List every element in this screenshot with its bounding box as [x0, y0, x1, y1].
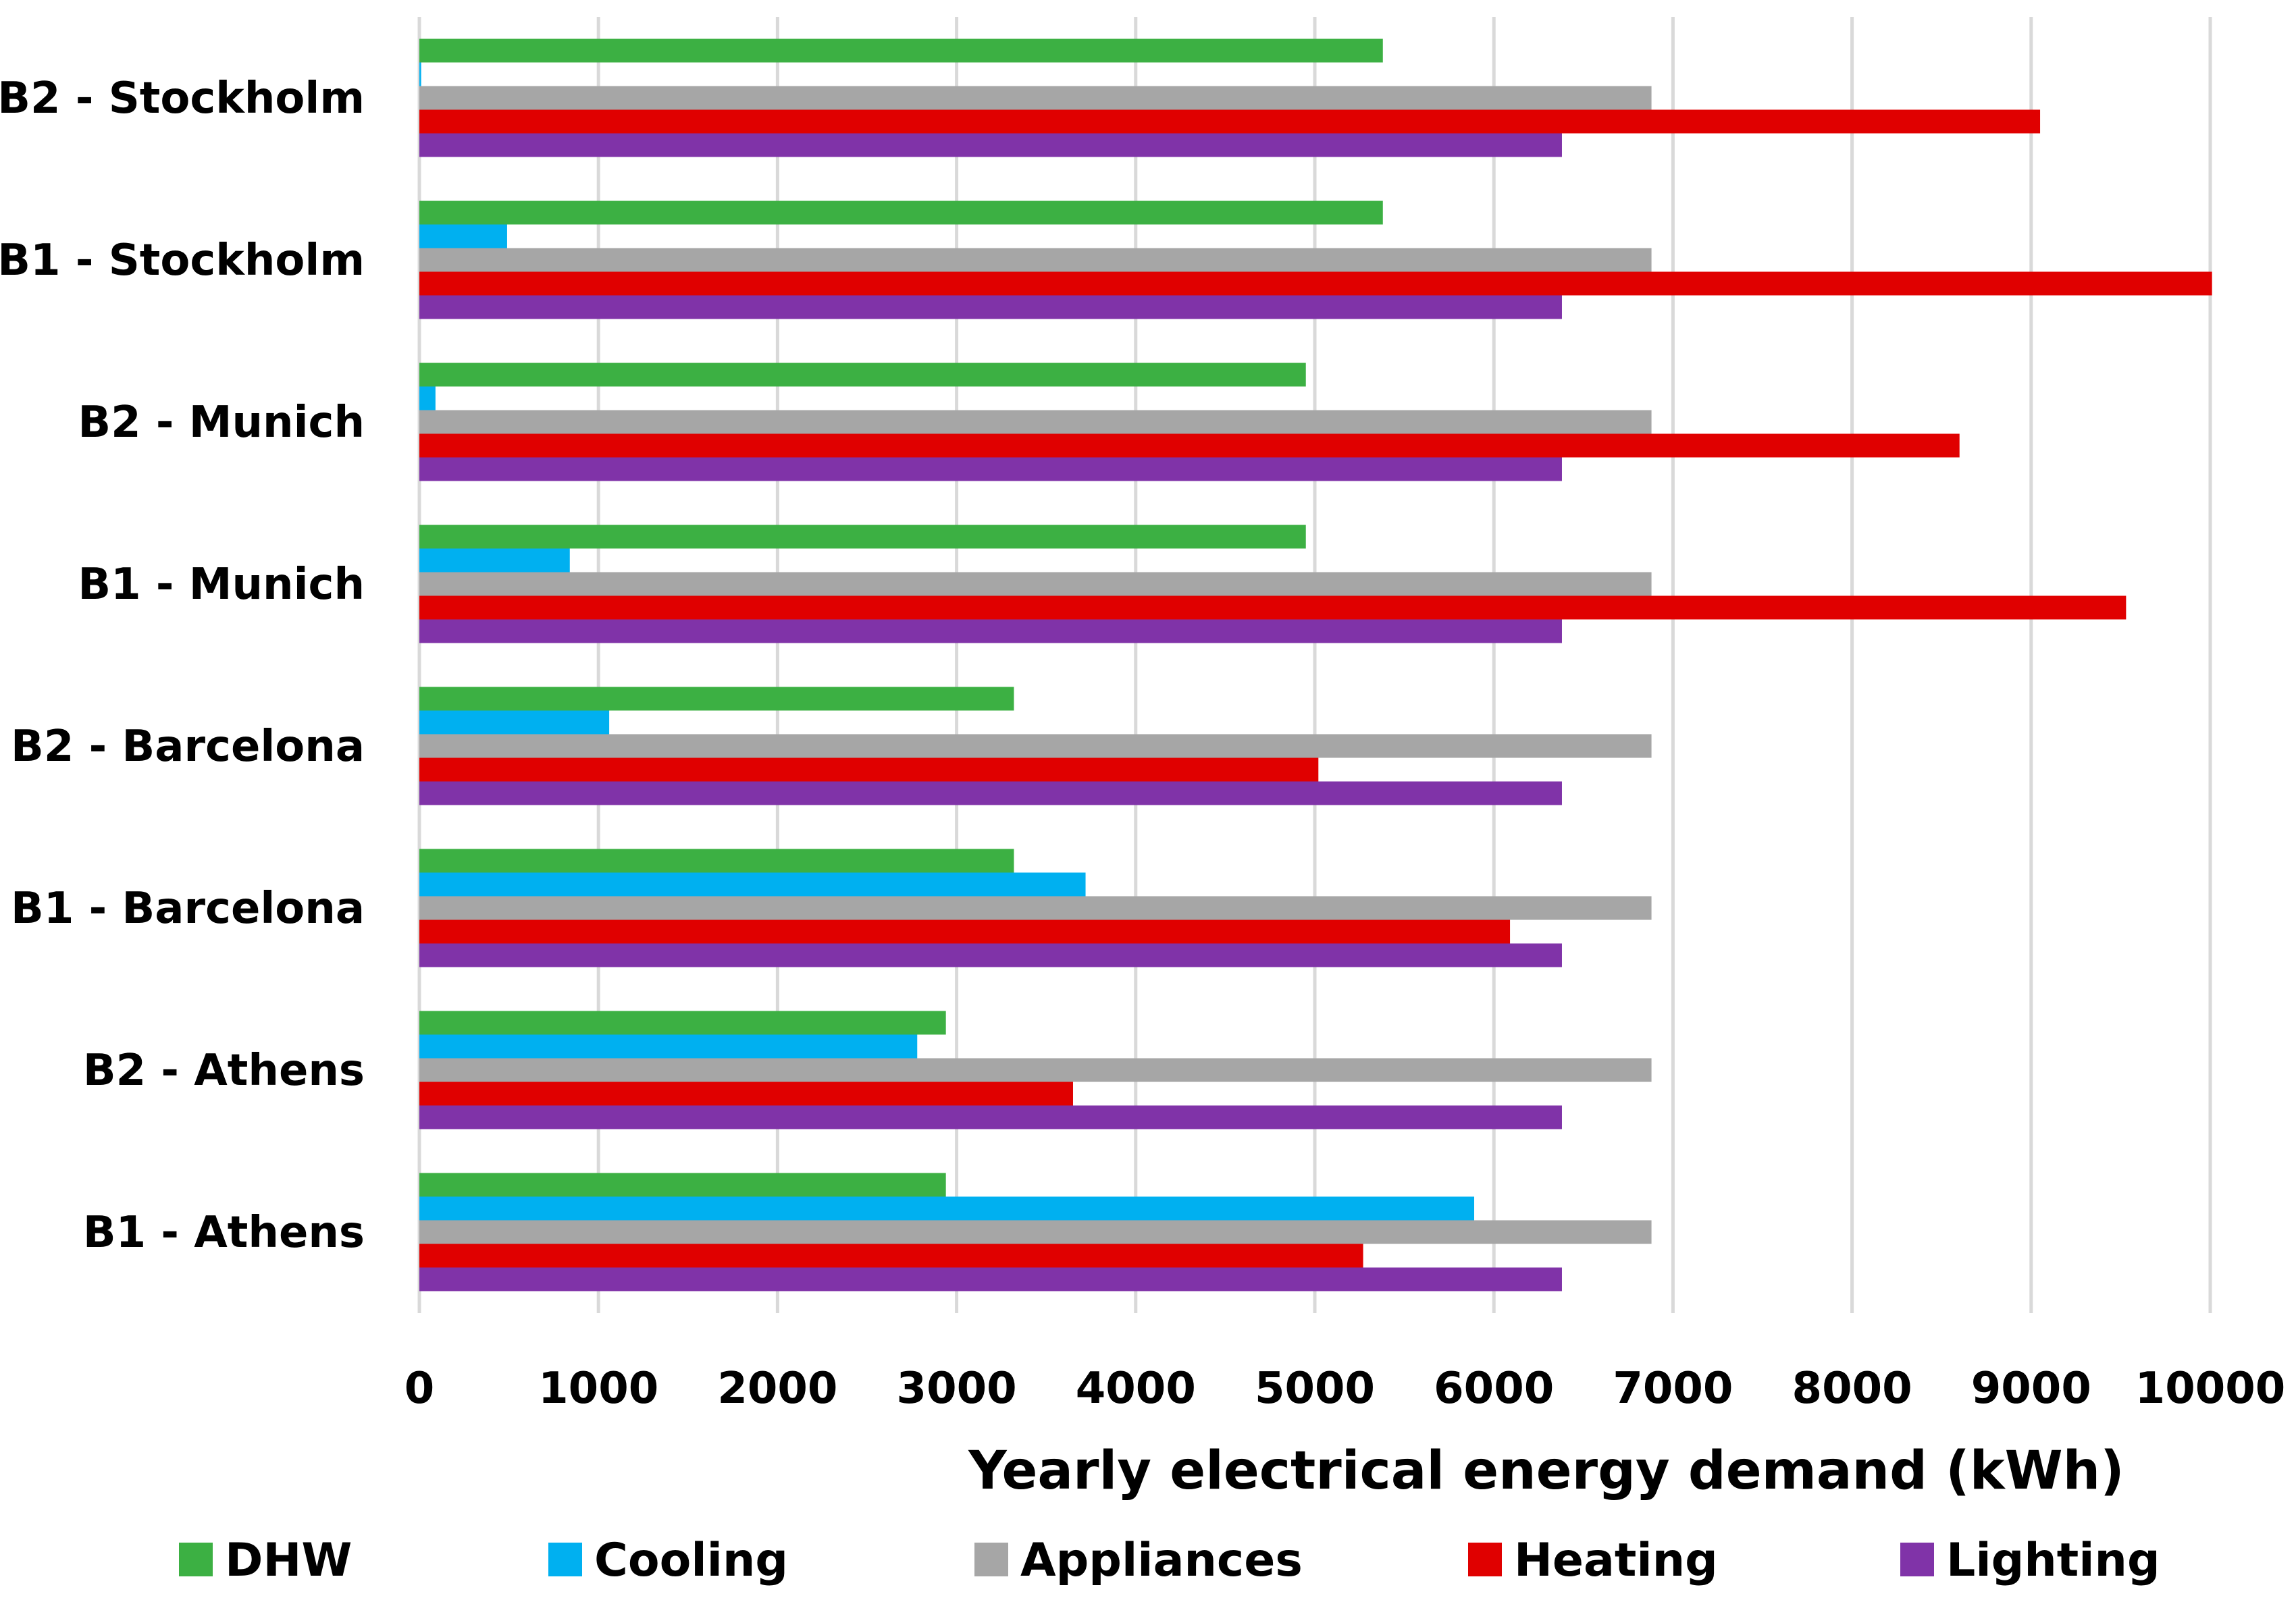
- x-tick-label: 7000: [1613, 1364, 1733, 1414]
- bar-cooling-b1-munich: [419, 548, 570, 572]
- x-tick-label: 0: [405, 1364, 435, 1414]
- bar-appliances-b2-stockholm: [419, 86, 1652, 110]
- bar-heating-b1-athens: [419, 1244, 1363, 1268]
- x-tick-label: 1000: [538, 1364, 658, 1414]
- bar-lighting-b1-munich: [419, 619, 1562, 643]
- bar-heating-b2-munich: [419, 433, 1960, 458]
- bar-dhw-b1-stockholm: [419, 201, 1383, 225]
- bar-dhw-b1-munich: [419, 525, 1306, 549]
- legend-swatch-dhw: [179, 1543, 213, 1576]
- bar-dhw-b1-athens: [419, 1173, 946, 1197]
- category-label: B1 - Munich: [78, 560, 365, 610]
- bar-cooling-b2-barcelona: [419, 710, 610, 735]
- x-tick-label: 3000: [897, 1364, 1017, 1414]
- legend-label-lighting: Lighting: [1946, 1534, 2160, 1587]
- x-axis-title: Yearly electrical energy demand (kWh): [968, 1441, 2124, 1501]
- bar-appliances-b1-barcelona: [419, 896, 1652, 920]
- x-tick-label: 2000: [717, 1364, 837, 1414]
- bar-dhw-b2-munich: [419, 363, 1306, 387]
- bar-dhw-b2-barcelona: [419, 687, 1014, 711]
- bar-lighting-b2-munich: [419, 457, 1562, 481]
- x-tick-label: 4000: [1076, 1364, 1196, 1414]
- bar-cooling-b1-athens: [419, 1196, 1475, 1221]
- bar-dhw-b2-stockholm: [419, 38, 1383, 63]
- legend-swatch-lighting: [1900, 1543, 1934, 1576]
- category-label: B2 - Munich: [78, 398, 365, 448]
- bar-appliances-b1-munich: [419, 572, 1652, 596]
- bar-heating-b2-barcelona: [419, 757, 1319, 782]
- bar-heating-b1-barcelona: [419, 919, 1511, 944]
- category-label: B2 - Barcelona: [11, 722, 365, 772]
- category-label: B1 - Stockholm: [0, 236, 365, 286]
- bar-heating-b1-munich: [419, 595, 2127, 620]
- legend-label-dhw: DHW: [225, 1534, 352, 1587]
- bar-cooling-b2-munich: [419, 386, 436, 410]
- x-tick-label: 10000: [2135, 1364, 2286, 1414]
- bar-appliances-b1-stockholm: [419, 248, 1652, 272]
- x-tick-labels: 0 1000 2000 3000 4000 5000 6000 7000 8000 9000 100…: [405, 1364, 2286, 1414]
- x-tick-label: 9000: [1971, 1364, 2091, 1414]
- bar-appliances-b1-athens: [419, 1220, 1652, 1244]
- bar-dhw-b1-barcelona: [419, 849, 1014, 873]
- x-tick-label: 5000: [1255, 1364, 1375, 1414]
- legend: DHW Cooling Appliances Heating Lighting: [179, 1534, 2160, 1587]
- bar-lighting-b2-athens: [419, 1105, 1562, 1129]
- bar-lighting-b1-athens: [419, 1267, 1562, 1291]
- bar-dhw-b2-athens: [419, 1011, 946, 1035]
- bar-heating-b1-stockholm: [419, 271, 2212, 296]
- bar-lighting-b2-stockholm: [419, 133, 1562, 157]
- bar-heating-b2-stockholm: [419, 109, 2041, 134]
- category-label: B2 - Stockholm: [0, 74, 365, 124]
- bar-appliances-b2-munich: [419, 410, 1652, 434]
- legend-label-cooling: Cooling: [594, 1534, 788, 1587]
- bar-heating-b2-athens: [419, 1082, 1073, 1106]
- bar-cooling-b2-stockholm: [419, 62, 421, 86]
- x-tick-label: 6000: [1434, 1364, 1554, 1414]
- bar-lighting-b1-barcelona: [419, 943, 1562, 967]
- legend-swatch-appliances: [974, 1543, 1008, 1576]
- bar-appliances-b2-athens: [419, 1058, 1652, 1082]
- bar-cooling-b1-stockholm: [419, 224, 507, 248]
- legend-label-appliances: Appliances: [1020, 1534, 1303, 1587]
- gridlines: [417, 17, 2212, 1313]
- legend-swatch-cooling: [548, 1543, 582, 1576]
- category-label: B1 - Barcelona: [11, 884, 365, 934]
- legend-label-heating: Heating: [1514, 1534, 1718, 1587]
- legend-swatch-heating: [1468, 1543, 1502, 1576]
- category-label: B2 - Athens: [83, 1046, 365, 1096]
- x-tick-label: 8000: [1792, 1364, 1912, 1414]
- bar-appliances-b2-barcelona: [419, 734, 1652, 758]
- bars: [419, 38, 2212, 1291]
- bar-cooling-b2-athens: [419, 1034, 918, 1059]
- category-label: B1 - Athens: [83, 1208, 365, 1258]
- bar-lighting-b2-barcelona: [419, 781, 1562, 805]
- bar-cooling-b1-barcelona: [419, 872, 1086, 897]
- bar-lighting-b1-stockholm: [419, 295, 1562, 319]
- category-labels: B2 - Stockholm B1 - Stockholm B2 - Munich B…: [0, 74, 365, 1258]
